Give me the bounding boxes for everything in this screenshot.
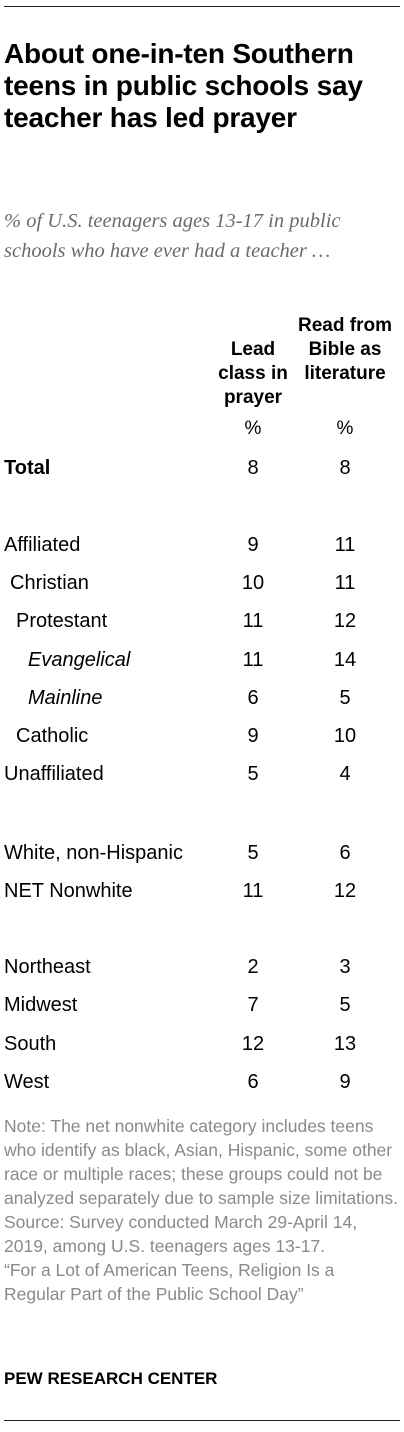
value-lead-prayer: 9 <box>247 725 259 747</box>
row-label: Affiliated <box>4 534 81 556</box>
value-lead-prayer: 11 <box>242 880 264 902</box>
value-bible-literature: 6 <box>339 842 351 864</box>
unit-label-lead-prayer: % <box>244 418 262 439</box>
value-bible-literature: 12 <box>333 880 357 902</box>
row-label: White, non-Hispanic <box>4 842 183 864</box>
value-lead-prayer: 7 <box>247 994 259 1016</box>
row-label: Midwest <box>4 994 78 1016</box>
note-text: Note: The net nonwhite category includes… <box>4 1116 398 1208</box>
value-lead-prayer: 8 <box>247 457 259 479</box>
bottom-rule <box>4 1420 400 1421</box>
column-header-bible-literature: Read from Bible as literature <box>298 315 392 384</box>
row-label: Mainline <box>28 687 103 709</box>
report-title-text: “For a Lot of American Teens, Religion I… <box>4 1260 335 1304</box>
value-lead-prayer: 5 <box>247 842 259 864</box>
value-bible-literature: 14 <box>333 649 357 671</box>
value-bible-literature: 9 <box>339 1071 351 1093</box>
row-label: Unaffiliated <box>4 763 104 785</box>
row-label: Evangelical <box>28 649 131 671</box>
row-label: Total <box>4 457 51 479</box>
page-title: About one-in-ten Southern teens in publi… <box>4 38 363 133</box>
value-lead-prayer: 6 <box>247 1071 259 1093</box>
row-label: NET Nonwhite <box>4 880 133 902</box>
value-lead-prayer: 5 <box>247 763 259 785</box>
row-label: South <box>4 1033 57 1055</box>
row-label: West <box>4 1071 50 1093</box>
value-bible-literature: 3 <box>339 956 351 978</box>
value-lead-prayer: 12 <box>241 1033 265 1055</box>
unit-label-bible-literature: % <box>336 418 354 439</box>
value-bible-literature: 8 <box>339 457 351 479</box>
value-lead-prayer: 10 <box>241 572 265 594</box>
value-lead-prayer: 9 <box>247 534 259 556</box>
top-rule <box>4 6 400 7</box>
row-label: Northeast <box>4 956 91 978</box>
pew-logo-text: PEW RESEARCH CENTER <box>4 1369 218 1388</box>
value-bible-literature: 4 <box>339 763 351 785</box>
notes-block: Note: The net nonwhite category includes… <box>4 1114 400 1306</box>
value-bible-literature: 11 <box>334 572 356 594</box>
source-text: Source: Survey conducted March 29-April … <box>4 1212 358 1256</box>
row-label: Catholic <box>16 725 89 747</box>
value-lead-prayer: 11 <box>242 649 264 671</box>
value-lead-prayer: 11 <box>242 610 264 632</box>
value-bible-literature: 13 <box>333 1033 357 1055</box>
value-bible-literature: 12 <box>333 610 357 632</box>
value-bible-literature: 5 <box>339 994 351 1016</box>
value-bible-literature: 11 <box>334 534 356 556</box>
value-bible-literature: 10 <box>333 725 357 747</box>
row-label: Christian <box>10 572 89 594</box>
value-lead-prayer: 2 <box>247 956 259 978</box>
value-lead-prayer: 6 <box>247 687 259 709</box>
column-header-lead-prayer: Lead class in prayer <box>218 339 288 408</box>
subtitle: % of U.S. teenagers ages 13-17 in public… <box>4 210 341 262</box>
value-bible-literature: 5 <box>339 687 351 709</box>
row-label: Protestant <box>16 610 108 632</box>
